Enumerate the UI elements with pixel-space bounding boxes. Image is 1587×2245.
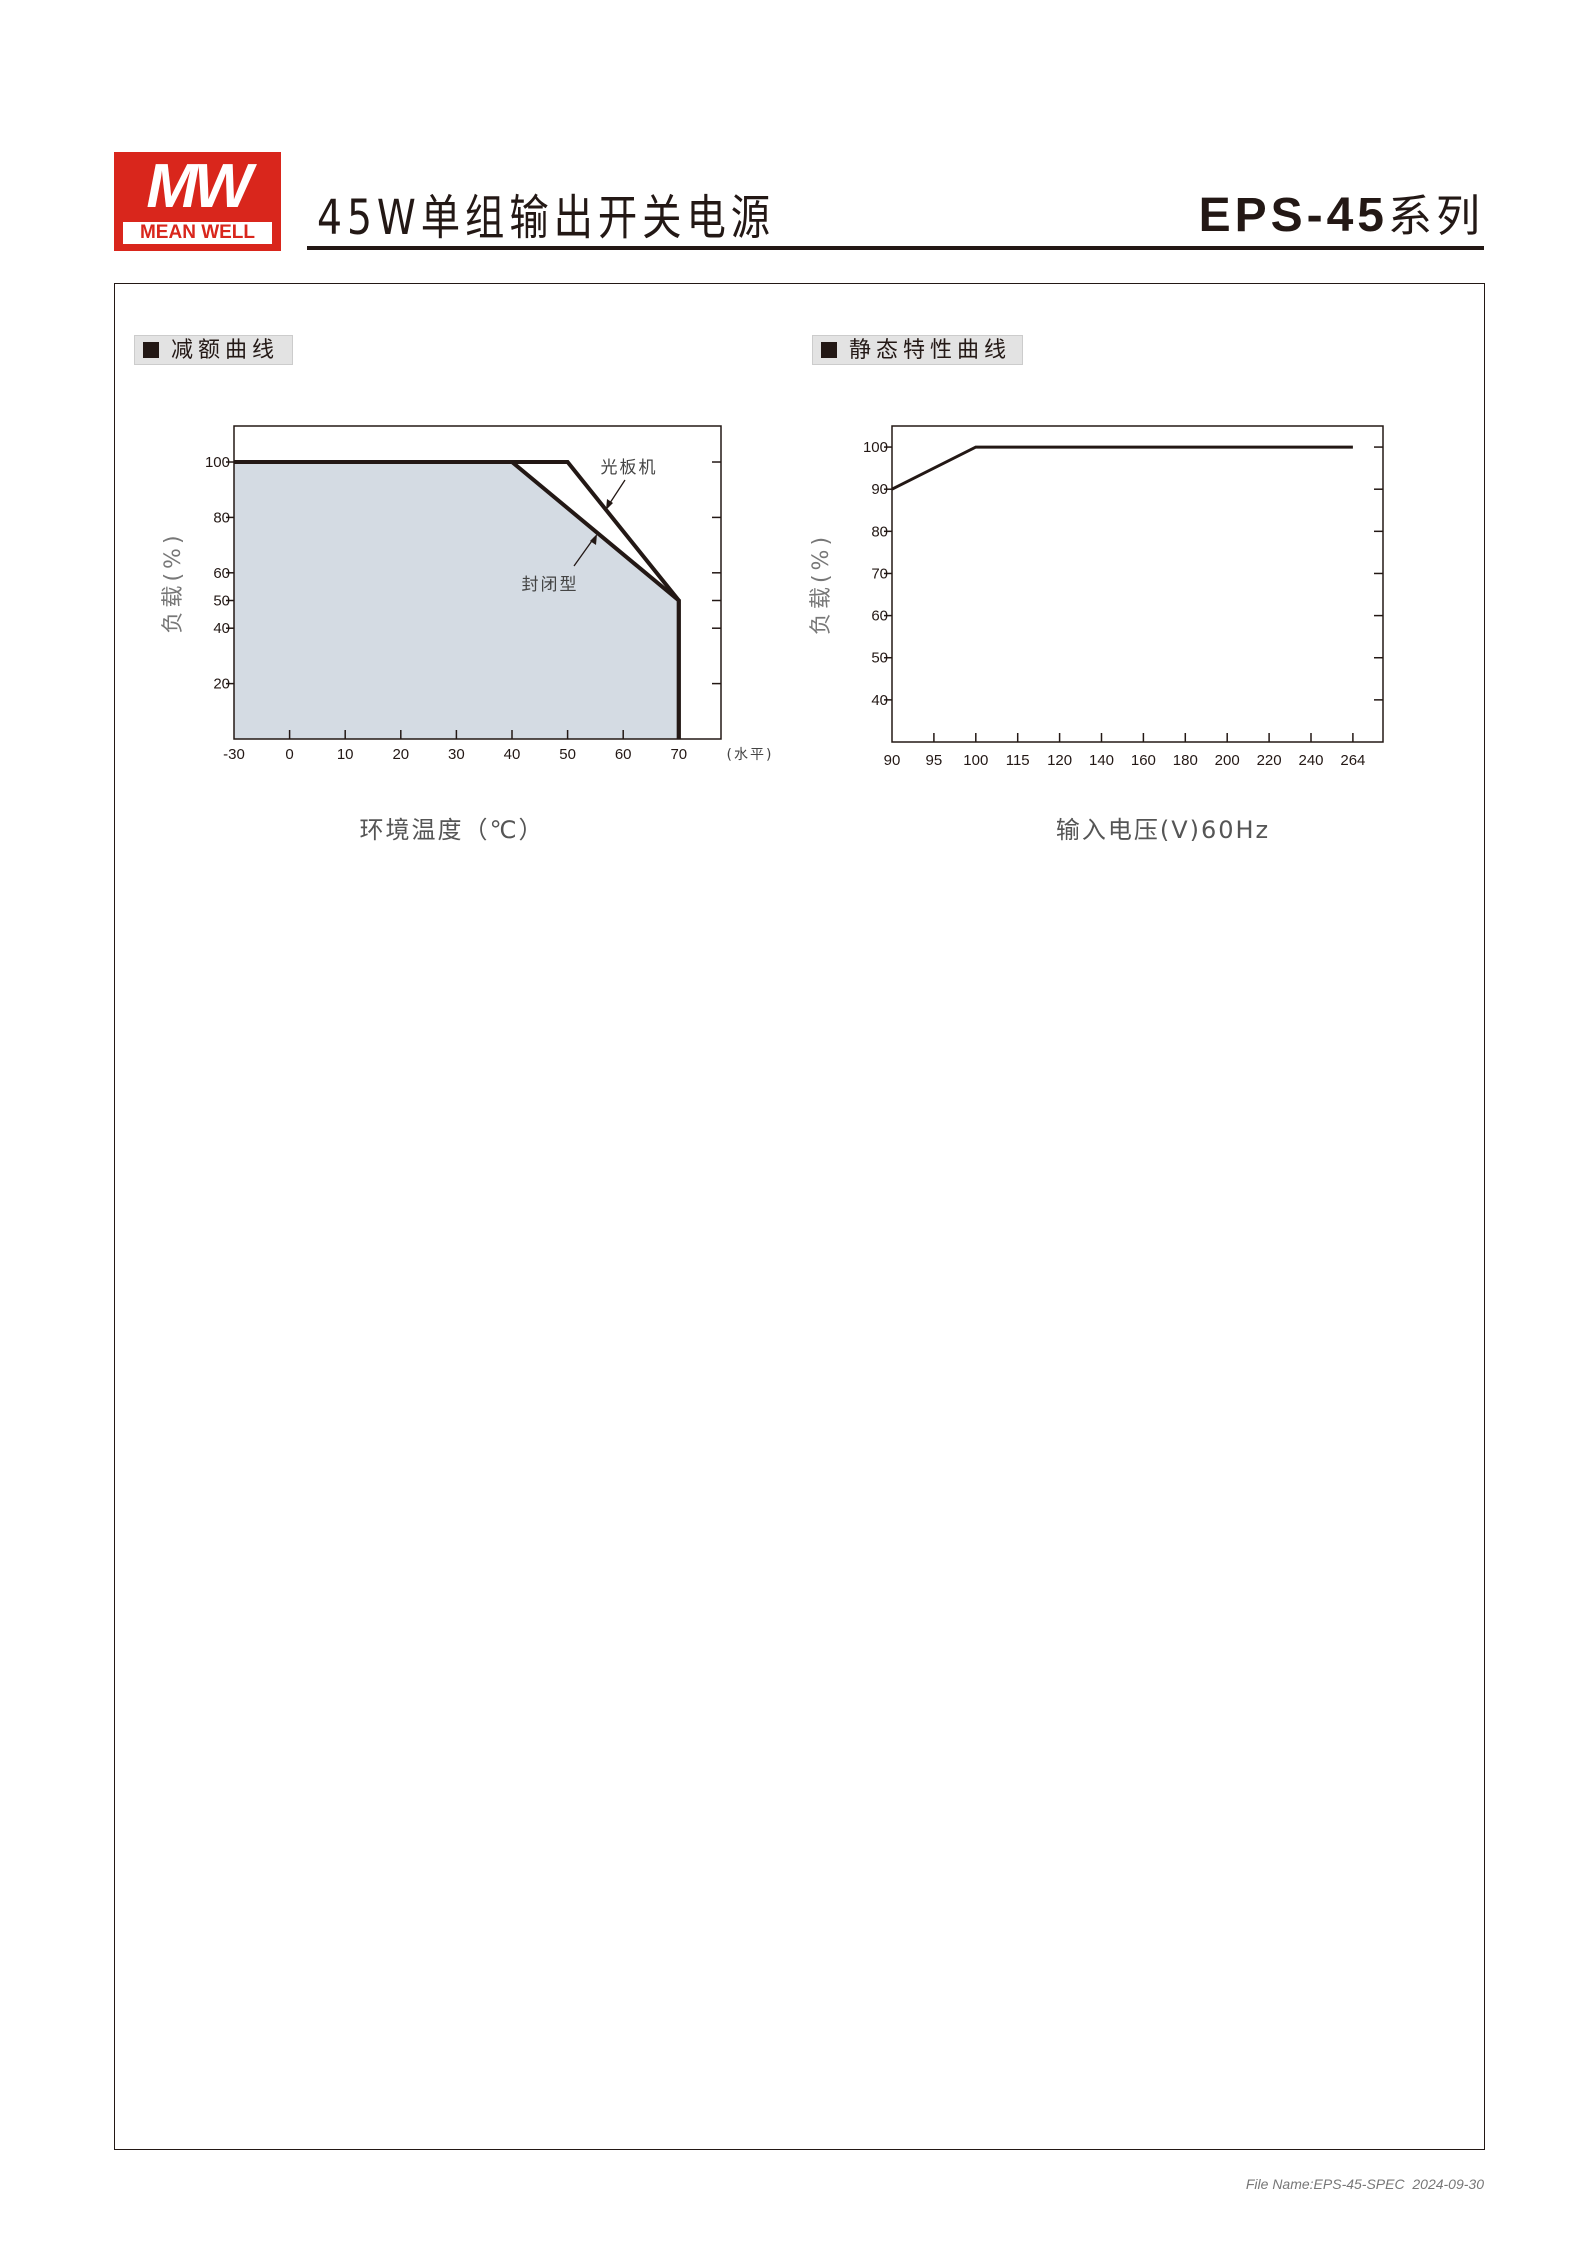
x-tick-label: 264 xyxy=(1340,752,1365,769)
x-axis-unit-note: (水平) xyxy=(727,747,774,763)
y-tick-label: 100 xyxy=(205,454,230,471)
x-tick-label: 95 xyxy=(926,752,943,769)
footer-file-name: File Name:EPS-45-SPEC xyxy=(1245,2176,1405,2192)
x-tick-label: 220 xyxy=(1257,752,1282,769)
y-tick-label: 50 xyxy=(871,650,888,667)
x-axis-label: 输入电压(V)60Hz xyxy=(1056,816,1270,844)
section-label: 静态特性曲线 xyxy=(849,338,1012,363)
footer-date: 2024-09-30 xyxy=(1412,2176,1484,2192)
x-tick-label: 240 xyxy=(1298,752,1323,769)
x-tick-label: 100 xyxy=(963,752,988,769)
annotation-open-frame: 光板机 xyxy=(601,458,658,478)
y-tick-label: 60 xyxy=(213,565,230,582)
x-tick-label: 140 xyxy=(1089,752,1114,769)
series-suffix: 系列 xyxy=(1388,191,1484,242)
x-tick-label: 120 xyxy=(1047,752,1072,769)
y-tick-label: 50 xyxy=(213,593,230,610)
x-tick-label: 115 xyxy=(1006,752,1030,769)
arrowhead-icon xyxy=(590,534,597,545)
x-tick-label: 160 xyxy=(1131,752,1156,769)
x-tick-label: 180 xyxy=(1173,752,1198,769)
y-tick-label: 20 xyxy=(213,676,230,693)
y-tick-label: 90 xyxy=(871,481,888,498)
x-tick-label: 20 xyxy=(392,746,409,763)
plot-frame xyxy=(233,425,722,740)
chart-0: -30 0 10 20 30 40 50 60 70 20 40 50 60 80 100 负载(%) 环境温度… xyxy=(161,425,774,844)
x-tick-label: 50 xyxy=(559,746,576,763)
footer-file-info: File Name:EPS-45-SPEC 2024-09-30 xyxy=(1246,2176,1484,2192)
x-tick-label: 40 xyxy=(504,746,521,763)
y-tick-label: 80 xyxy=(213,509,230,526)
chart-1: 90 95 100 115 120 140 160 180 200 220 240 264 40 50 60… xyxy=(809,425,1384,844)
series-line-curve-1 xyxy=(234,460,681,739)
x-tick-label: 200 xyxy=(1215,752,1240,769)
annotation-arrow-enclosed xyxy=(573,537,595,567)
mean-well-logo: MW MEAN WELL xyxy=(114,152,281,251)
x-tick-label: 60 xyxy=(615,746,632,763)
series-line-load-0 xyxy=(891,445,1353,491)
derating-fill-area xyxy=(234,462,679,739)
logo-mark: MW xyxy=(146,152,252,221)
y-axis-label: 负载(%) xyxy=(809,533,834,635)
arrowhead-icon xyxy=(606,499,613,510)
y-tick-label: 40 xyxy=(213,620,230,637)
x-tick-label: 70 xyxy=(670,746,687,763)
section-static-heading: 静态特性曲线 xyxy=(812,335,1023,365)
square-bullet-icon xyxy=(821,342,837,358)
y-tick-label: 80 xyxy=(871,523,888,540)
header-rule xyxy=(307,246,1484,250)
annotation-enclosed: 封闭型 xyxy=(522,575,579,595)
x-tick-label: -30 xyxy=(223,746,245,763)
x-tick-label: 0 xyxy=(285,746,293,763)
y-tick-label: 100 xyxy=(863,439,888,456)
y-tick-label: 40 xyxy=(871,692,888,709)
section-label: 减额曲线 xyxy=(171,338,280,363)
x-tick-label: 30 xyxy=(448,746,465,763)
series-title: EPS-45系列 xyxy=(1199,190,1484,243)
page-title: 45W单组输出开关电源 xyxy=(317,190,776,246)
y-tick-label: 70 xyxy=(871,565,888,582)
section-derating-heading: 减额曲线 xyxy=(134,335,293,365)
logo-brand: MEAN WELL xyxy=(123,222,272,244)
y-axis-label: 负载(%) xyxy=(161,531,186,633)
x-tick-label: 10 xyxy=(337,746,354,763)
content-frame xyxy=(114,283,1485,2150)
square-bullet-icon xyxy=(143,342,159,358)
x-axis-label: 环境温度（℃） xyxy=(360,816,545,844)
y-tick-label: 60 xyxy=(871,608,888,625)
x-tick-label: 90 xyxy=(884,752,901,769)
plot-frame xyxy=(891,425,1384,743)
series-model: EPS-45 xyxy=(1198,189,1388,242)
